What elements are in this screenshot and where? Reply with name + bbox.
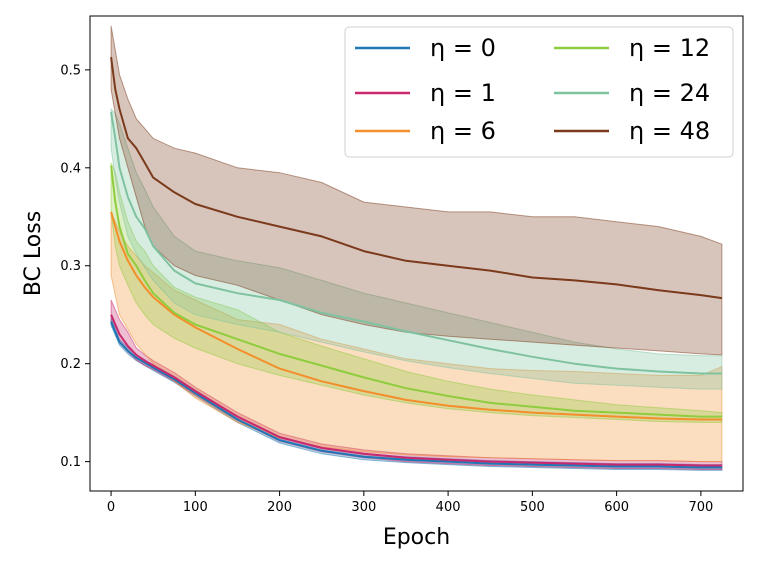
x-axis-label: Epoch	[383, 525, 450, 550]
legend-label-4: η = 24	[629, 79, 710, 107]
y-tick-label: 0.5	[60, 63, 81, 78]
legend-label-1: η = 1	[430, 79, 496, 107]
legend-label-0: η = 0	[430, 34, 496, 62]
line-series-0	[110, 321, 722, 469]
line-series-3	[110, 165, 722, 418]
legend-label-2: η = 6	[430, 117, 496, 145]
x-tick-label: 400	[436, 500, 461, 515]
y-tick-label: 0.3	[60, 259, 81, 274]
line-series-1	[110, 314, 722, 467]
legend: η = 0 η = 1 η = 6 η = 12 η = 24 η = 48	[344, 26, 734, 158]
x-tick-label: 600	[604, 500, 629, 515]
band-series-5	[110, 25, 723, 356]
line-series-5	[110, 56, 723, 300]
x-axis-ticks: 0 100 200 300 400 500 600 700	[107, 491, 713, 515]
y-tick-label: 0.4	[60, 161, 81, 176]
x-tick-label: 0	[107, 500, 115, 515]
line-series-4	[110, 111, 722, 375]
band-series-3	[110, 162, 723, 423]
x-tick-label: 300	[351, 500, 376, 515]
x-tick-label: 200	[267, 500, 292, 515]
line-series-2	[110, 211, 722, 421]
band-series-1	[110, 299, 723, 470]
x-tick-label: 500	[520, 500, 545, 515]
legend-label-3: η = 12	[629, 34, 710, 62]
y-tick-label: 0.2	[60, 357, 81, 372]
plot-frame	[89, 15, 744, 492]
legend-box	[344, 26, 734, 158]
x-tick-label: 100	[183, 500, 208, 515]
legend-label-5: η = 48	[629, 117, 710, 145]
y-tick-label: 0.1	[60, 455, 81, 470]
band-series-4	[110, 107, 723, 390]
y-axis-label: BC Loss	[21, 211, 46, 296]
y-axis-ticks: 0.1 0.2 0.3 0.4 0.5	[60, 63, 90, 470]
x-tick-label: 700	[688, 500, 713, 515]
series-lines	[110, 56, 723, 469]
